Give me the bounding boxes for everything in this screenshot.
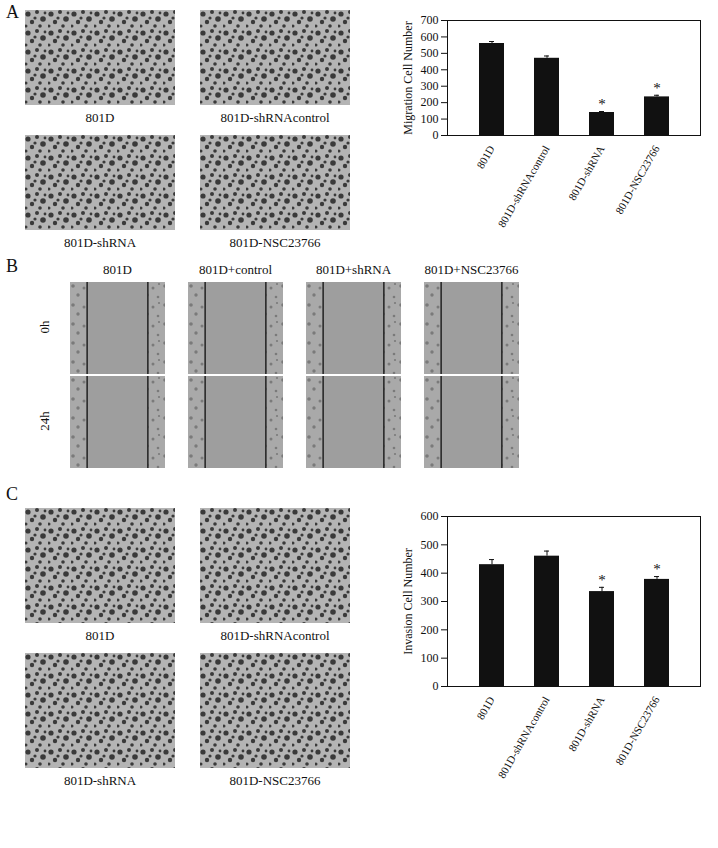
html-text:801D: 801D: [85, 628, 115, 643]
html-text:801D-shRNAcontrol: 801D-shRNAcontrol: [220, 110, 330, 125]
svg-text:600: 600: [421, 509, 439, 523]
svg-text:801D-NSC23766: 801D-NSC23766: [613, 694, 662, 767]
svg-text:801D: 801D: [474, 694, 497, 721]
html-text:24h: 24h: [37, 411, 52, 431]
svg-text:801D-NSC23766: 801D-NSC23766: [613, 143, 662, 216]
svg-text:*: *: [598, 96, 606, 112]
html-text:801D+NSC23766: 801D+NSC23766: [424, 262, 519, 277]
svg-text:200: 200: [421, 623, 439, 637]
html-text:801D-shRNAcontrol: 801D-shRNAcontrol: [220, 628, 330, 643]
svg-text:500: 500: [421, 538, 439, 552]
svg-text:Invasion Cell Number: Invasion Cell Number: [401, 548, 415, 655]
html-text:A: A: [6, 2, 19, 22]
svg-text:700: 700: [421, 13, 439, 27]
html-text:801D-NSC23766: 801D-NSC23766: [229, 773, 321, 788]
svg-text:*: *: [653, 80, 661, 96]
svg-text:0: 0: [433, 679, 439, 693]
html-text:C: C: [6, 484, 18, 504]
svg-text:*: *: [653, 561, 661, 577]
html-text:0h: 0h: [37, 320, 52, 334]
svg-text:801D: 801D: [474, 143, 497, 170]
svg-text:100: 100: [421, 651, 439, 665]
svg-text:200: 200: [421, 95, 439, 109]
html-text:B: B: [6, 256, 18, 276]
svg-text:*: *: [598, 572, 606, 588]
svg-text:801D-shRNAcontrol: 801D-shRNAcontrol: [495, 143, 552, 229]
html-text:801D-shRNA: 801D-shRNA: [63, 235, 137, 250]
html-text:801D+shRNA: 801D+shRNA: [315, 262, 392, 277]
svg-text:Migration Cell Number: Migration Cell Number: [401, 21, 415, 134]
svg-text:801D-shRNA: 801D-shRNA: [566, 143, 607, 202]
svg-text:300: 300: [421, 79, 439, 93]
svg-text:500: 500: [421, 46, 439, 60]
svg-text:0: 0: [433, 128, 439, 142]
svg-text:400: 400: [421, 63, 439, 77]
svg-text:100: 100: [421, 112, 439, 126]
html-text:801D: 801D: [103, 262, 132, 277]
svg-text:600: 600: [421, 30, 439, 44]
svg-text:801D-shRNAcontrol: 801D-shRNAcontrol: [495, 694, 552, 780]
svg-text:300: 300: [421, 594, 439, 608]
html-text:801D: 801D: [85, 110, 115, 125]
html-text:801D-NSC23766: 801D-NSC23766: [229, 235, 321, 250]
svg-text:400: 400: [421, 566, 439, 580]
html-text:801D+control: 801D+control: [199, 262, 272, 277]
html-text:801D-shRNA: 801D-shRNA: [63, 773, 137, 788]
svg-text:801D-shRNA: 801D-shRNA: [566, 694, 607, 753]
